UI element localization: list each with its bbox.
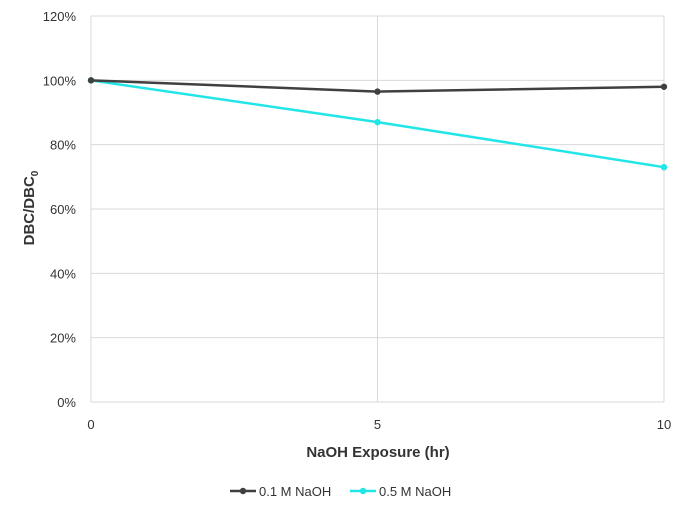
- data-point: [660, 163, 668, 171]
- legend-label: 0.1 M NaOH: [259, 484, 331, 499]
- y-tick-label: 120%: [43, 9, 77, 24]
- data-point: [374, 88, 381, 95]
- series-group: [87, 77, 668, 171]
- data-point: [374, 118, 381, 126]
- legend: 0.1 M NaOH 0.5 M NaOH: [230, 484, 451, 499]
- y-tick-label: 40%: [50, 266, 76, 281]
- x-tick-label: 0: [87, 417, 94, 432]
- y-tick-label: 60%: [50, 202, 76, 217]
- y-tick-label: 0%: [57, 395, 76, 410]
- y-axis-title: DBC/DBC0: [21, 170, 41, 245]
- x-tick-label: 10: [657, 417, 671, 432]
- y-axis-title-main: DBC/DBC: [21, 176, 38, 245]
- series-1: [87, 77, 668, 95]
- legend-swatch-marker: [359, 487, 367, 495]
- legend-item: 0.5 M NaOH: [350, 484, 451, 499]
- x-axis-ticks: 0 5 10: [87, 417, 671, 432]
- data-point: [660, 83, 668, 90]
- legend-item: 0.1 M NaOH: [230, 484, 331, 499]
- y-axis-title-subscript: 0: [30, 170, 41, 176]
- x-tick-label: 5: [374, 417, 381, 432]
- x-axis-title: NaOH Exposure (hr): [306, 444, 449, 461]
- y-tick-label: 80%: [50, 138, 76, 153]
- y-tick-label: 20%: [50, 331, 76, 346]
- gridlines: [90, 15, 665, 403]
- data-point: [87, 77, 95, 84]
- y-tick-label: 100%: [43, 73, 77, 88]
- legend-label: 0.5 M NaOH: [379, 484, 451, 499]
- y-axis-ticks: 0% 20% 40% 60% 80% 100% 120%: [43, 9, 77, 410]
- legend-swatch-marker: [239, 487, 247, 495]
